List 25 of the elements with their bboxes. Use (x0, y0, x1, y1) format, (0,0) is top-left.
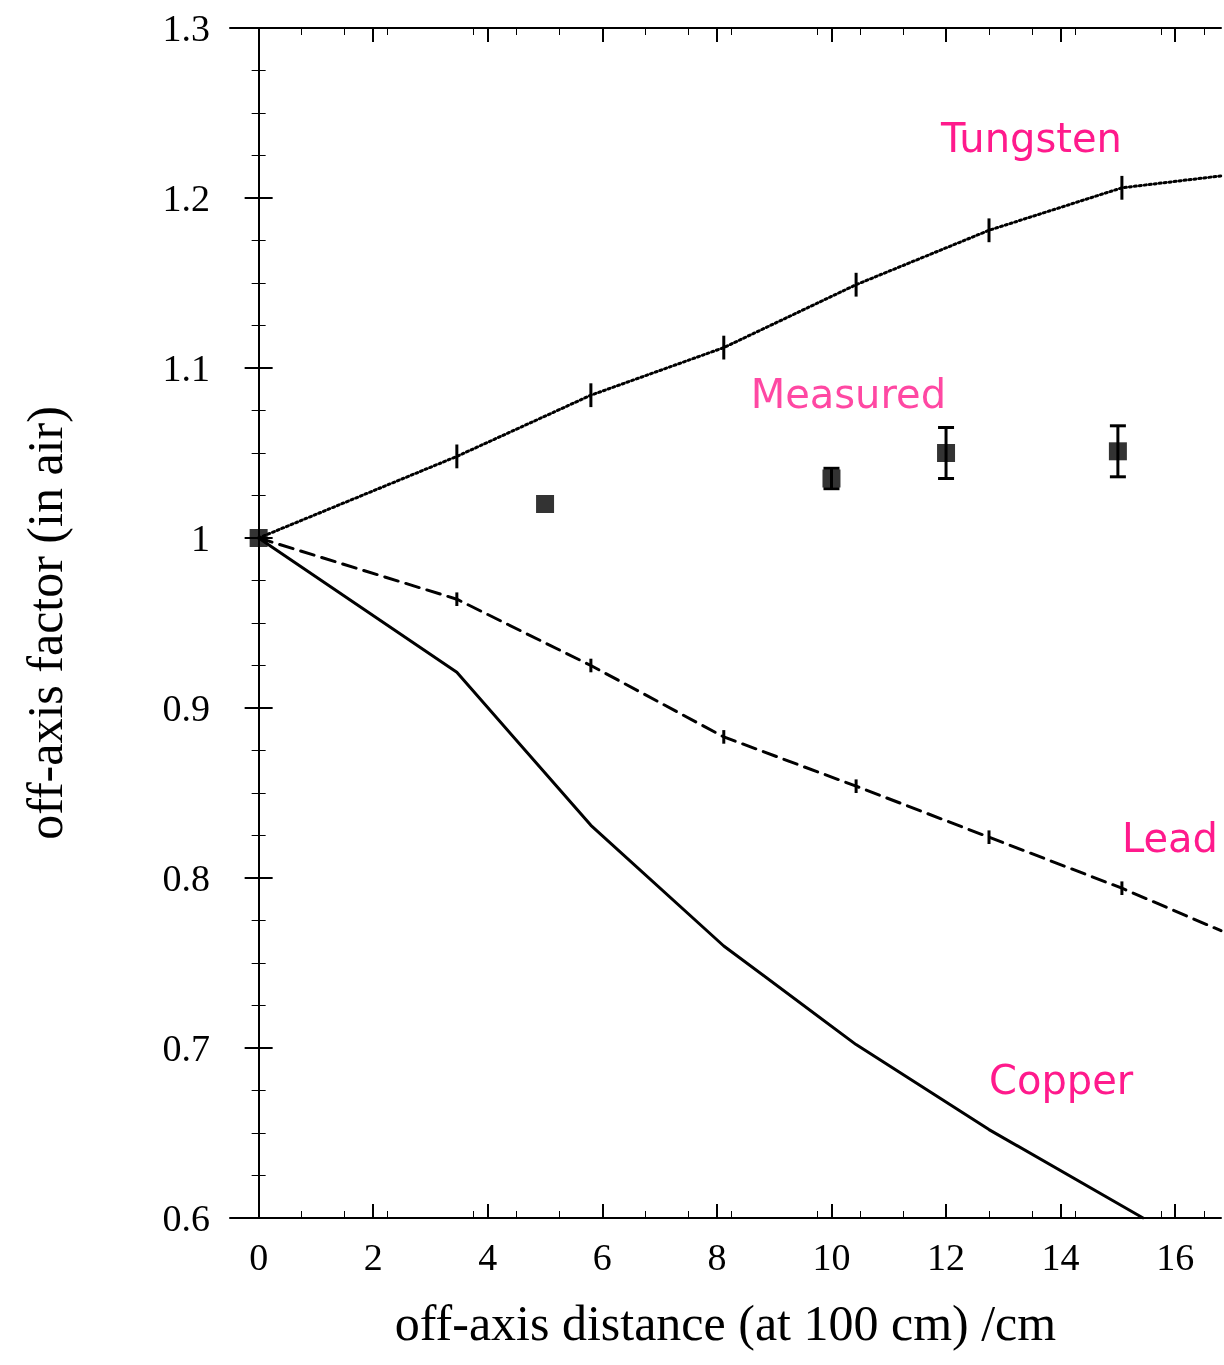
series-label: Measured (750, 371, 947, 417)
y-tick-label: 1.3 (162, 7, 210, 49)
x-tick-label: 8 (707, 1236, 727, 1278)
series-label: Lead (1121, 815, 1218, 862)
x-tick-label: 4 (478, 1236, 498, 1278)
x-tick-label: 2 (363, 1236, 383, 1278)
y-tick-label: 0.9 (162, 687, 210, 729)
y-axis-title: off-axis factor (in air) (17, 406, 73, 840)
y-tick-label: 1.1 (162, 347, 210, 389)
x-tick-label: 12 (927, 1236, 966, 1278)
point (536, 495, 555, 513)
x-tick-label: 6 (592, 1236, 612, 1278)
series-label: Tungsten (939, 114, 1122, 161)
x-tick-label: 10 (812, 1236, 851, 1278)
x-tick-label: 16 (1156, 1236, 1195, 1278)
point (249, 529, 268, 547)
y-tick-label: 1.2 (162, 177, 210, 219)
x-axis-title: off-axis distance (at 100 cm) /cm (394, 1295, 1057, 1351)
x-tick-label: 14 (1041, 1236, 1080, 1278)
y-tick-label: 0.8 (162, 857, 210, 899)
y-tick-label: 0.7 (162, 1027, 210, 1069)
y-tick-label: 1 (191, 517, 210, 559)
y-tick-label: 0.6 (162, 1197, 210, 1239)
x-tick-label: 0 (249, 1236, 269, 1278)
series-label: Copper (989, 1056, 1134, 1103)
